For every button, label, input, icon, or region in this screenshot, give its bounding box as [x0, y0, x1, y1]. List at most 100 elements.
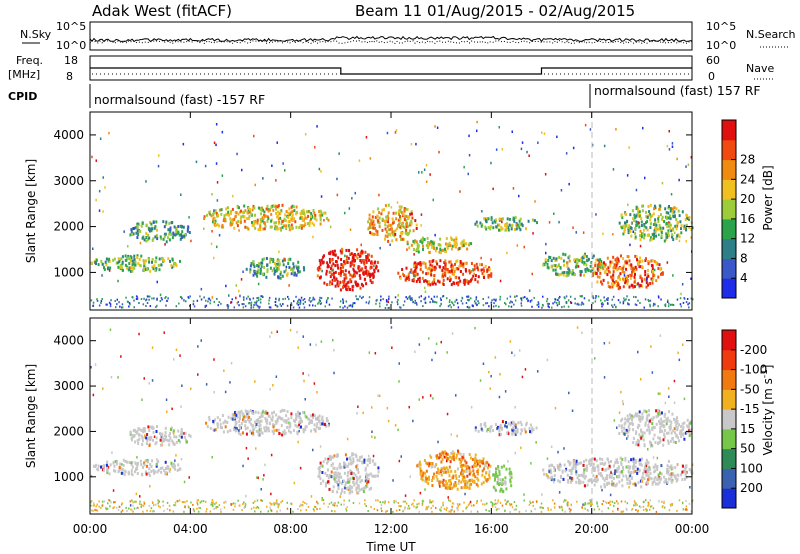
heatmap-cell: [635, 443, 638, 446]
heatmap-cell: [419, 469, 422, 473]
heatmap-cell: [338, 475, 340, 479]
ground-scatter-cell: [92, 301, 95, 304]
ground-scatter-cell: [178, 302, 180, 305]
heatmap-cell: [359, 259, 362, 262]
heatmap-scatter: [409, 475, 411, 478]
heatmap-cell: [634, 458, 637, 462]
heatmap-cell: [173, 435, 176, 439]
heatmap-cell: [421, 238, 424, 242]
heatmap-cell: [421, 270, 424, 274]
heatmap-cell: [666, 419, 669, 423]
heatmap-cell: [301, 224, 304, 228]
heatmap-cell: [336, 280, 339, 284]
heatmap-cell: [353, 274, 356, 278]
heatmap-cell: [335, 260, 337, 263]
heatmap-cell: [150, 436, 153, 440]
heatmap-cell: [463, 479, 466, 483]
heatmap-cell: [408, 278, 411, 282]
heatmap-cell: [131, 434, 134, 438]
heatmap-cell: [253, 265, 256, 269]
heatmap-scatter: [213, 141, 216, 145]
heatmap-cell: [214, 428, 217, 432]
heatmap-cell: [618, 221, 621, 225]
heatmap-cell: [647, 482, 649, 485]
heatmap-cell: [439, 265, 441, 269]
heatmap-cell: [630, 263, 633, 267]
heatmap-cell: [400, 224, 403, 227]
heatmap-cell: [639, 234, 641, 238]
heatmap-cell: [445, 455, 448, 459]
heatmap-cell: [643, 443, 646, 447]
heatmap-cell: [631, 270, 633, 274]
heatmap-cell: [674, 431, 676, 435]
heatmap-cell: [470, 262, 473, 265]
heatmap-cell: [635, 431, 637, 435]
heatmap-cell: [644, 462, 647, 466]
heatmap-cell: [324, 457, 327, 461]
heatmap-cell: [515, 223, 518, 227]
heatmap-cell: [292, 265, 295, 269]
heatmap-cell: [644, 273, 647, 277]
ground-scatter-cell: [416, 506, 419, 508]
heatmap-cell: [338, 472, 341, 476]
heatmap-cell: [647, 461, 650, 465]
heatmap-cell: [562, 477, 565, 481]
ground-scatter-cell: [304, 300, 306, 303]
heatmap-scatter: [434, 351, 437, 355]
heatmap-cell: [452, 268, 455, 272]
heatmap-cell: [460, 471, 463, 475]
heatmap-cell: [685, 223, 688, 227]
heatmap-scatter: [392, 479, 394, 482]
heatmap-cell: [655, 261, 658, 265]
heatmap-cell: [618, 424, 621, 428]
heatmap-scatter: [431, 358, 433, 362]
heatmap-cell: [218, 224, 220, 228]
heatmap-scatter: [463, 165, 465, 169]
heatmap-cell: [448, 275, 451, 279]
ground-scatter-cell: [657, 305, 659, 308]
heatmap-cell: [343, 273, 346, 277]
heatmap-cell: [343, 260, 345, 264]
heatmap-scatter: [612, 168, 615, 171]
heatmap-cell: [653, 273, 656, 277]
heatmap-scatter: [547, 474, 549, 478]
heatmap-scatter: [117, 376, 119, 379]
heatmap-cell: [174, 261, 176, 265]
heatmap-cell: [638, 417, 641, 421]
heatmap-cell: [323, 211, 326, 215]
heatmap-cell: [600, 485, 603, 489]
heatmap-cell: [298, 423, 301, 427]
heatmap-scatter: [456, 434, 458, 438]
heatmap-cell: [665, 222, 668, 225]
heatmap-cell: [95, 262, 97, 266]
heatmap-scatter: [179, 354, 181, 357]
heatmap-cell: [453, 241, 456, 245]
heatmap-cell: [426, 236, 429, 240]
heatmap-scatter: [586, 267, 588, 270]
heatmap-cell: [371, 218, 374, 222]
heatmap-cell: [120, 257, 123, 261]
heatmap-scatter: [446, 459, 448, 463]
heatmap-cell: [670, 475, 673, 479]
heatmap-cell: [221, 414, 224, 417]
ground-scatter-cell: [345, 300, 348, 303]
ground-scatter-cell: [128, 305, 130, 308]
heatmap-cell: [367, 256, 369, 260]
heatmap-cell: [281, 433, 284, 437]
heatmap-cell: [358, 459, 361, 463]
heatmap-cell: [376, 260, 379, 264]
heatmap-cell: [635, 282, 638, 286]
ground-scatter-cell: [196, 499, 198, 502]
ground-scatter-cell: [298, 306, 301, 309]
heatmap-cell: [479, 464, 481, 468]
ground-scatter-cell: [342, 298, 344, 301]
heatmap-cell: [281, 274, 284, 278]
heatmap-cell: [119, 258, 121, 262]
heatmap-cell: [277, 214, 280, 218]
heatmap-cell: [622, 466, 624, 469]
heatmap-cell: [592, 474, 595, 478]
heatmap-scatter: [200, 287, 203, 291]
heatmap-cell: [641, 232, 644, 236]
heatmap-cell: [325, 272, 328, 276]
heatmap-cell: [504, 482, 507, 486]
